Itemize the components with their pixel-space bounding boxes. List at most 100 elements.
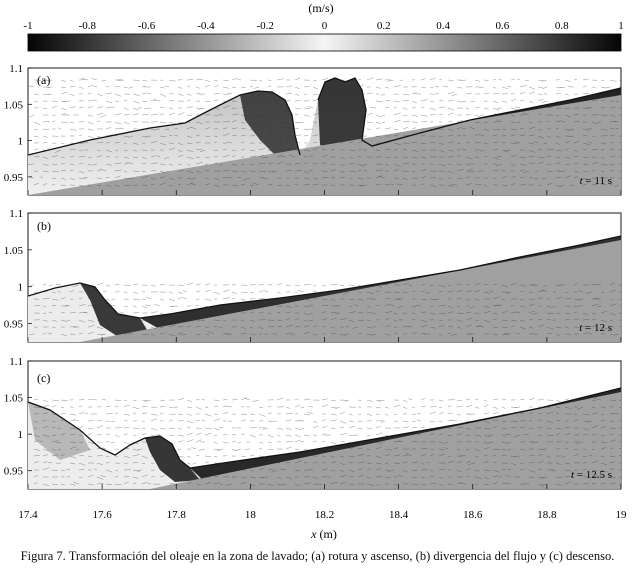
velocity-vector [222,333,229,335]
velocity-vector [492,312,499,315]
velocity-vector [267,448,274,451]
velocity-vector [519,84,527,88]
velocity-vector [294,121,299,123]
velocity-vector [69,298,74,300]
velocity-vector [555,135,561,138]
velocity-vector [573,155,579,158]
velocity-vector [618,93,621,95]
velocity-vector [618,476,621,478]
velocity-vector [438,319,443,321]
velocity-vector [492,177,497,179]
velocity-vector [141,156,147,160]
velocity-vector [543,142,548,145]
velocity-vector [429,128,436,131]
velocity-vector [42,183,47,186]
velocity-vector [501,184,509,186]
velocity-vector [285,427,292,430]
velocity-vector [222,148,227,151]
velocity-vector [609,155,616,158]
velocity-vector [150,140,158,144]
velocity-vector [312,141,318,144]
velocity-vector [132,448,139,451]
velocity-vector [609,183,613,186]
velocity-vector [279,468,287,471]
velocity-vector [146,92,152,95]
velocity-vector [195,283,201,286]
velocity-vector [51,304,57,307]
velocity-vector [127,331,134,335]
velocity-vector [249,454,255,457]
velocity-vector [459,454,467,457]
velocity-vector [438,406,443,409]
velocity-vector [519,462,524,465]
velocity-vector [461,148,467,151]
velocity-vector [537,161,544,165]
velocity-vector [312,425,319,429]
velocity-vector [177,427,183,430]
velocity-vector [294,291,299,294]
velocity-vector [66,476,71,478]
velocity-vector [226,141,233,144]
velocity-vector [87,298,92,300]
velocity-vector [249,114,254,116]
velocity-vector [321,433,327,436]
velocity-vector [330,461,337,464]
velocity-vector [159,113,165,116]
velocity-vector [465,461,471,464]
velocity-vector [582,142,590,145]
velocity-vector [276,184,283,187]
velocity-vector [546,170,553,172]
velocity-vector [150,128,155,131]
velocity-vector [309,312,314,315]
velocity-vector [159,93,167,97]
velocity-vector [195,432,202,436]
velocity-vector [312,483,318,485]
velocity-vector [78,177,86,179]
velocity-vector [105,184,112,187]
velocity-vector [87,284,94,286]
velocity-vector [501,454,507,457]
velocity-vector [384,100,391,102]
velocity-vector [384,333,391,336]
velocity-vector [510,121,516,123]
velocity-vector [609,107,616,109]
velocity-vector [204,163,209,166]
velocity-vector [168,134,173,137]
velocity-vector [249,163,254,166]
velocity-vector [231,155,236,158]
velocity-vector [262,289,269,293]
velocity-vector [154,128,161,130]
velocity-vector [204,455,211,457]
velocity-vector [393,332,398,335]
velocity-vector [564,114,571,118]
velocity-vector [96,184,102,187]
velocity-vector [339,140,347,144]
velocity-vector [276,319,283,321]
velocity-vector [227,92,233,95]
velocity-vector [78,434,84,437]
velocity-vector [195,156,201,159]
velocity-vector [285,148,293,151]
velocity-vector [240,433,245,436]
velocity-vector [237,441,242,444]
velocity-vector [384,453,391,457]
velocity-vector [87,128,94,131]
velocity-vector [515,141,521,144]
velocity-vector [123,170,128,173]
velocity-vector [123,184,131,186]
velocity-vector [447,170,453,173]
velocity-vector [393,85,401,88]
velocity-vector [128,135,134,138]
velocity-vector [303,86,309,88]
velocity-vector [447,305,453,308]
velocity-vector [42,283,47,286]
velocity-vector [141,135,148,138]
velocity-vector [330,455,335,458]
velocity-vector [267,184,273,186]
velocity-vector [258,170,266,173]
velocity-vector [407,325,413,328]
velocity-vector [186,413,192,416]
velocity-vector [393,112,401,116]
velocity-vector [600,455,605,457]
